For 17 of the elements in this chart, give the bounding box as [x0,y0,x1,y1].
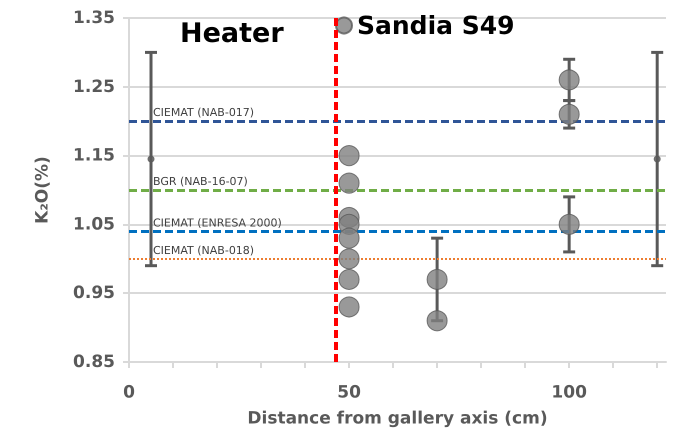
y-tick-label: 1.15 [73,146,115,166]
legend-label: Sandia S49 [357,11,515,40]
ref-line-label: CIEMAT (NAB-018) [153,244,254,257]
y-tick-label: 1.25 [73,76,115,97]
x-axis-title: Distance from gallery axis (cm) [247,408,548,428]
ref-line-label: CIEMAT (ENRESA 2000) [153,216,282,230]
y-tick-label: 0.95 [73,283,115,304]
ref-line-label: BGR (NAB-16-07) [153,175,248,188]
ref-line-label: CIEMAT (NAB-017) [153,106,254,120]
y-tick-label: 1.35 [73,8,115,28]
y-tick-label: 0.85 [73,352,115,372]
x-tick-label: 0 [123,382,136,402]
x-tick-label: 100 [551,382,588,402]
y-tick-label: 1.05 [73,214,115,234]
y-axis-title: K₂O(%) [32,156,52,224]
annotation: Heater [180,18,284,49]
x-tick-label: 50 [337,382,362,402]
